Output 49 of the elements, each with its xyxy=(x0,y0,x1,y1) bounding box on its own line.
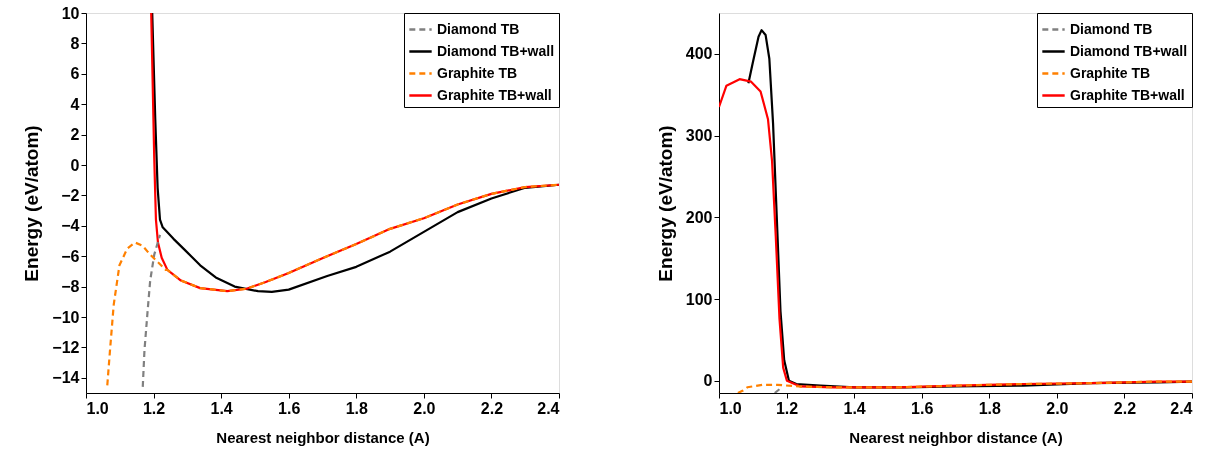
y-tick-label: −4 xyxy=(61,217,80,235)
x-tick-label: 1.8 xyxy=(978,399,1001,417)
legend-label: Graphite TB xyxy=(437,64,518,81)
y-tick-label: 200 xyxy=(685,208,713,226)
legend-label: Diamond TB xyxy=(1070,20,1153,37)
line-series xyxy=(141,233,162,389)
legend-label: Diamond TB+wall xyxy=(1070,42,1188,59)
x-tick-label: 1.4 xyxy=(210,399,233,417)
y-tick-label: −6 xyxy=(61,247,80,265)
x-tick-label: 1.2 xyxy=(142,399,166,417)
x-tick-label: 1.2 xyxy=(775,399,799,417)
y-tick-label: −12 xyxy=(52,338,80,356)
x-tick-label: 2.0 xyxy=(413,399,436,417)
x-tick-label: 1.4 xyxy=(843,399,866,417)
x-tick-label: 1.0 xyxy=(719,399,742,417)
x-tick-label: 2.4 xyxy=(1170,399,1193,417)
x-tick-label: 2.4 xyxy=(537,399,560,417)
y-tick-label: 8 xyxy=(70,34,80,52)
y-axis-title: Energy (eV/atom) xyxy=(654,125,676,282)
legend-label: Graphite TB+wall xyxy=(1070,86,1185,103)
x-axis-title: Nearest neighbor distance (A) xyxy=(849,428,1063,446)
y-tick-label: 400 xyxy=(685,45,713,63)
legend-label: Diamond TB xyxy=(437,20,520,37)
y-tick-label: 0 xyxy=(70,156,80,174)
x-tick-label: 1.6 xyxy=(278,399,301,417)
x-tick-label: 2.2 xyxy=(1113,399,1137,417)
y-axis-title: Energy (eV/atom) xyxy=(21,125,43,282)
line-series xyxy=(106,183,559,387)
x-tick-label: 2.2 xyxy=(480,399,504,417)
x-tick-label: 1.0 xyxy=(86,399,109,417)
y-tick-label: 4 xyxy=(70,95,80,113)
y-tick-label: −2 xyxy=(61,186,80,204)
legend-label: Diamond TB+wall xyxy=(437,42,555,59)
y-tick-label: 10 xyxy=(61,4,80,22)
y-tick-label: 6 xyxy=(70,65,80,83)
x-tick-label: 1.6 xyxy=(911,399,934,417)
legend-label: Graphite TB xyxy=(1070,64,1151,81)
x-axis-title: Nearest neighbor distance (A) xyxy=(216,428,430,446)
y-tick-label: 2 xyxy=(70,126,80,144)
y-tick-label: −8 xyxy=(61,278,80,296)
y-tick-label: −10 xyxy=(52,308,80,326)
x-tick-label: 2.0 xyxy=(1046,399,1069,417)
y-tick-label: 100 xyxy=(685,290,713,308)
y-tick-label: −14 xyxy=(52,369,80,387)
y-tick-label: 300 xyxy=(685,127,713,145)
line-series xyxy=(736,380,1192,393)
y-tick-label: 0 xyxy=(703,372,713,390)
legend-label: Graphite TB+wall xyxy=(437,86,552,103)
x-tick-label: 1.8 xyxy=(345,399,368,417)
